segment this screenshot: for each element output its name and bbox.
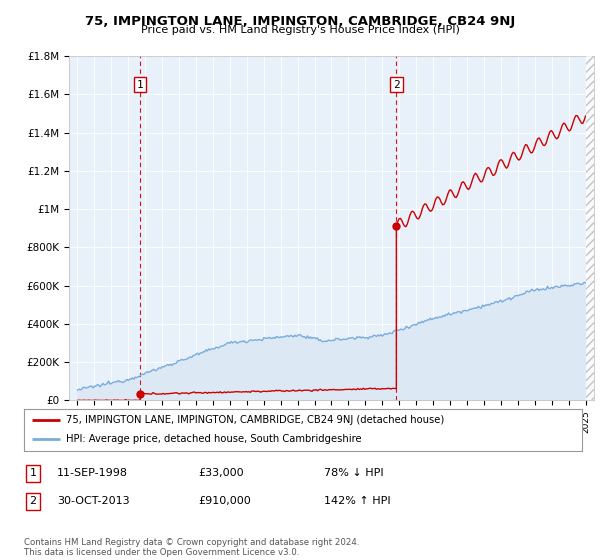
- Text: 2: 2: [29, 496, 37, 506]
- Text: 142% ↑ HPI: 142% ↑ HPI: [324, 496, 391, 506]
- Text: 1: 1: [137, 80, 143, 90]
- Text: Price paid vs. HM Land Registry's House Price Index (HPI): Price paid vs. HM Land Registry's House …: [140, 25, 460, 35]
- Text: £910,000: £910,000: [198, 496, 251, 506]
- Text: 75, IMPINGTON LANE, IMPINGTON, CAMBRIDGE, CB24 9NJ: 75, IMPINGTON LANE, IMPINGTON, CAMBRIDGE…: [85, 15, 515, 27]
- Text: 11-SEP-1998: 11-SEP-1998: [57, 468, 128, 478]
- Text: HPI: Average price, detached house, South Cambridgeshire: HPI: Average price, detached house, Sout…: [66, 435, 361, 445]
- Text: 78% ↓ HPI: 78% ↓ HPI: [324, 468, 383, 478]
- Text: Contains HM Land Registry data © Crown copyright and database right 2024.
This d: Contains HM Land Registry data © Crown c…: [24, 538, 359, 557]
- Text: 30-OCT-2013: 30-OCT-2013: [57, 496, 130, 506]
- Text: 2: 2: [393, 80, 400, 90]
- Text: 1: 1: [29, 468, 37, 478]
- Text: 75, IMPINGTON LANE, IMPINGTON, CAMBRIDGE, CB24 9NJ (detached house): 75, IMPINGTON LANE, IMPINGTON, CAMBRIDGE…: [66, 415, 444, 425]
- Text: £33,000: £33,000: [198, 468, 244, 478]
